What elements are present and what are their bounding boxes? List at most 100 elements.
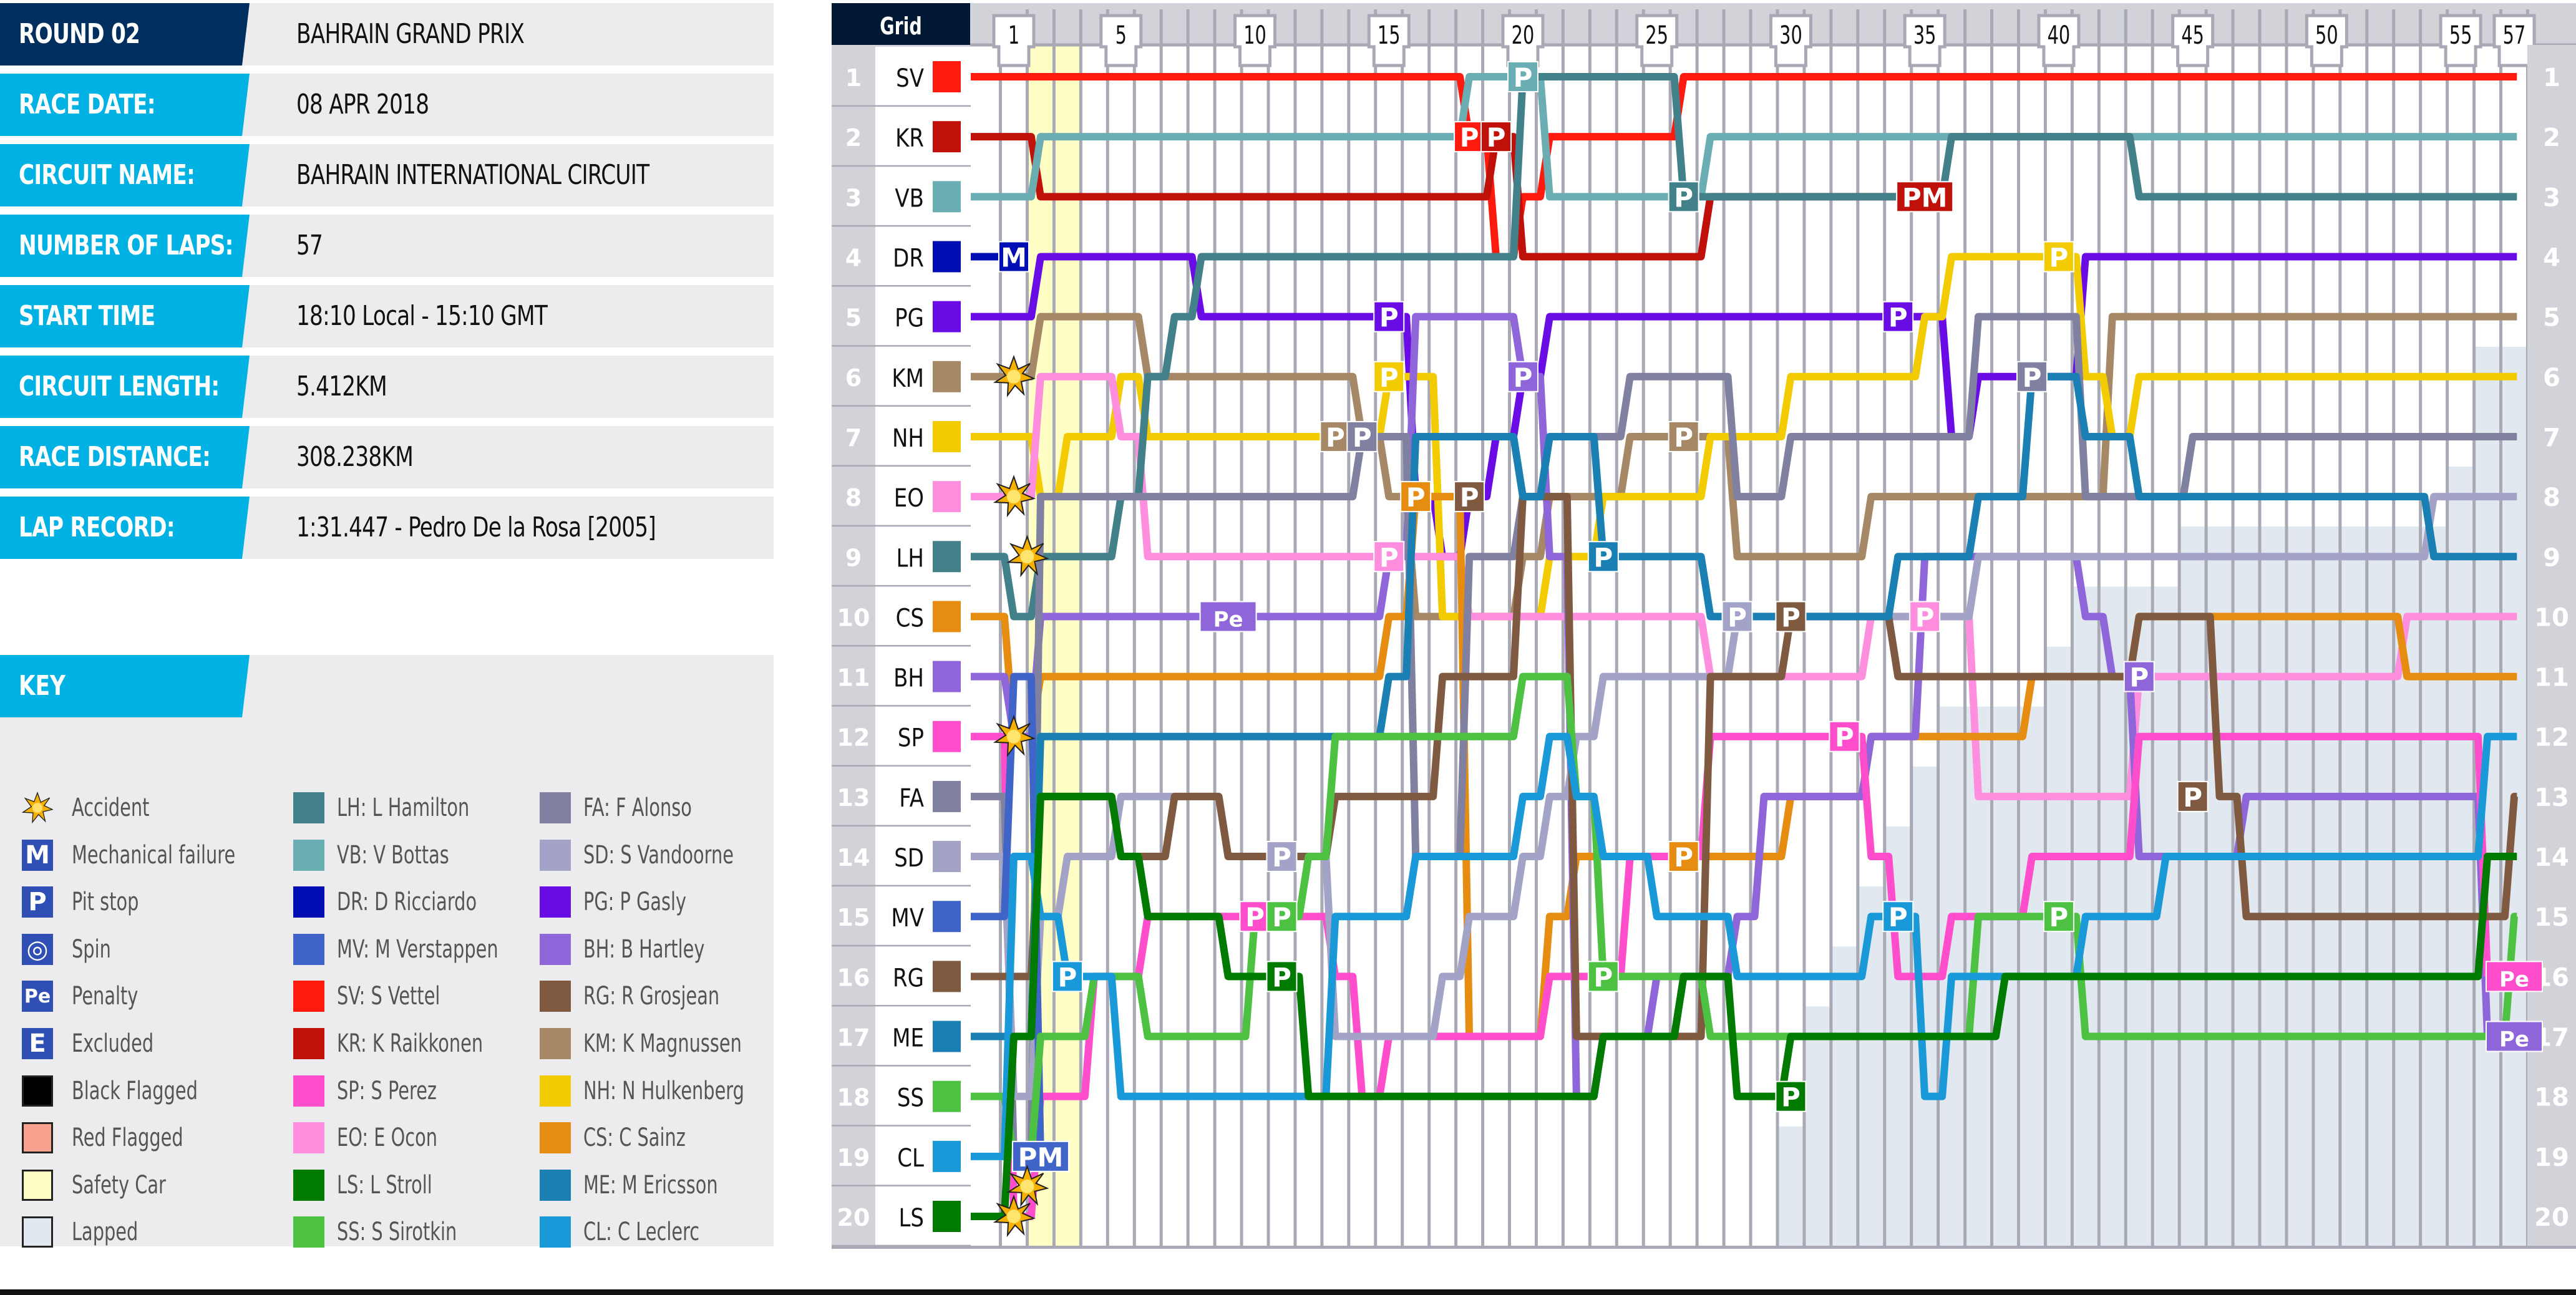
grid-header-label: Grid (880, 12, 922, 40)
spin-icon: ◎ (22, 933, 53, 965)
driver-line-rg (961, 493, 2518, 1040)
marker-label: P (1272, 962, 1291, 992)
lap-tick-label-25: 25 (1635, 14, 1679, 67)
info-label: START TIME (0, 285, 250, 347)
grid-position-number: 2 (845, 124, 862, 152)
grid-driver-swatch (933, 61, 961, 92)
finish-position-label: 14 (2534, 843, 2569, 872)
key-driver-label: DR: D Ricciardo (337, 888, 477, 917)
finish-position-label: 1 (2543, 64, 2560, 92)
key-item-pit-stop: P Pit stop (22, 883, 165, 921)
grid-position-number: 18 (837, 1084, 870, 1112)
pit-stop-icon: P (1480, 121, 1512, 153)
finish-position-label: 6 (2543, 364, 2560, 392)
marker-box (2123, 661, 2155, 692)
marker-box (1454, 481, 1485, 513)
grid-driver-swatch (933, 121, 961, 153)
grid-position-cell (832, 886, 875, 947)
key-title: KEY (0, 655, 250, 717)
lap-tick-label-50: 50 (2305, 14, 2348, 67)
lap-tick-tab (2305, 14, 2348, 67)
penalty-icon: Pe (1199, 601, 1257, 633)
safety-car-icon (22, 1169, 53, 1201)
key-driver-sd: SD: S Vandoorne (540, 837, 792, 874)
safety-car-band (1055, 45, 1080, 1246)
circuit-name-row: CIRCUIT NAME: BAHRAIN INTERNATIONAL CIRC… (0, 144, 774, 206)
key-driver-dr: DR: D Ricciardo (293, 883, 531, 921)
accident-icon (1006, 535, 1049, 578)
lap-tick-tab (1903, 14, 1947, 67)
pit-stop-icon: P (1373, 301, 1405, 333)
key-driver-label: VB: V Bottas (337, 840, 449, 870)
marker-label: P (1888, 303, 1908, 333)
marker-label: P (1272, 842, 1291, 873)
finish-position-label: 4 (2543, 243, 2560, 272)
accident-icon (993, 1195, 1036, 1238)
key-driver-fa: FA: F Alonso (540, 789, 734, 827)
pit-stop-icon: P (1721, 601, 1753, 633)
marker-box (1668, 420, 1699, 452)
grid-position-number: 15 (837, 904, 870, 931)
key-label: Accident (72, 793, 150, 822)
grid-driver-swatch (933, 1021, 961, 1052)
finish-position-label: 20 (2534, 1203, 2569, 1232)
marker-box (1775, 601, 1807, 633)
marker-label: PM (1902, 182, 1948, 213)
marker-label: P (1835, 722, 1854, 753)
red-flag-icon (22, 1122, 53, 1154)
marker-label: P (1781, 1082, 1801, 1113)
driver-color-swatch (540, 886, 571, 918)
accident-icon (993, 714, 1036, 757)
grid-driver-code: CL (897, 1143, 924, 1172)
grid-position-number: 8 (845, 484, 862, 512)
grid-driver-swatch (933, 901, 961, 933)
pit-stop-icon: P (22, 886, 53, 918)
grid-position-cell (832, 406, 875, 467)
info-label: RACE DATE: (0, 74, 250, 136)
grid-driver-swatch (933, 241, 961, 273)
key-item-lapped: Lapped (22, 1213, 164, 1251)
key-driver-cl: CL: C Leclerc (540, 1213, 745, 1251)
marker-box (998, 241, 1029, 273)
marker-label: M (1001, 242, 1027, 273)
driver-color-swatch (293, 1028, 324, 1059)
lap-tick-tab (992, 14, 1036, 67)
key-driver-vb: VB: V Bottas (293, 837, 493, 874)
lap-tick-text: 57 (2503, 21, 2526, 50)
pit-stop-icon: P (1668, 181, 1699, 213)
lap-tick-label-5: 5 (1099, 14, 1143, 67)
lap-tick-text: 15 (1378, 21, 1401, 50)
mechanical-failure-icon: M (22, 839, 53, 871)
pit-stop-icon: P (2016, 361, 2048, 393)
info-value: 57 (296, 230, 323, 261)
key-item-black-flagged: Black Flagged (22, 1072, 246, 1110)
marker-label: P (1326, 422, 1345, 453)
lap-tick-tab (2171, 14, 2215, 67)
marker-box (1721, 601, 1753, 633)
accident-core (1007, 490, 1021, 504)
marker-label: P (1514, 62, 1533, 93)
key-driver-label: PG: P Gasly (583, 888, 687, 917)
marker-label: P (1379, 303, 1399, 333)
grid-driver-swatch (933, 420, 961, 452)
pit-stop-icon: P (1454, 481, 1485, 513)
marker-label: P (1406, 482, 1426, 513)
key-item-mechanical-failure: M Mechanical failure (22, 837, 299, 874)
marker-box (1346, 420, 1378, 452)
grid-position-cell (832, 946, 875, 1007)
pit-stop-icon: P (1266, 841, 1298, 873)
finish-position-label: 2 (2543, 124, 2560, 152)
lap-record-row: LAP RECORD: 1:31.447 - Pedro De la Rosa … (0, 497, 774, 559)
key-driver-label: MV: M Verstappen (337, 934, 498, 964)
key-driver-label: SS: S Sirotkin (337, 1218, 457, 1247)
marker-label: P (1593, 542, 1613, 573)
lap-tick-tab (1635, 14, 1679, 67)
driver-lines (961, 73, 2518, 1220)
pit-stop-icon: P (1400, 481, 1432, 513)
race-name: BAHRAIN GRAND PRIX (296, 18, 525, 50)
key-driver-label: ME: M Ericsson (583, 1170, 718, 1200)
marker-label: P (1245, 902, 1265, 933)
grid-position-cell (832, 1006, 875, 1067)
grid-position-cell (832, 107, 875, 167)
marker-box (2043, 901, 2074, 933)
